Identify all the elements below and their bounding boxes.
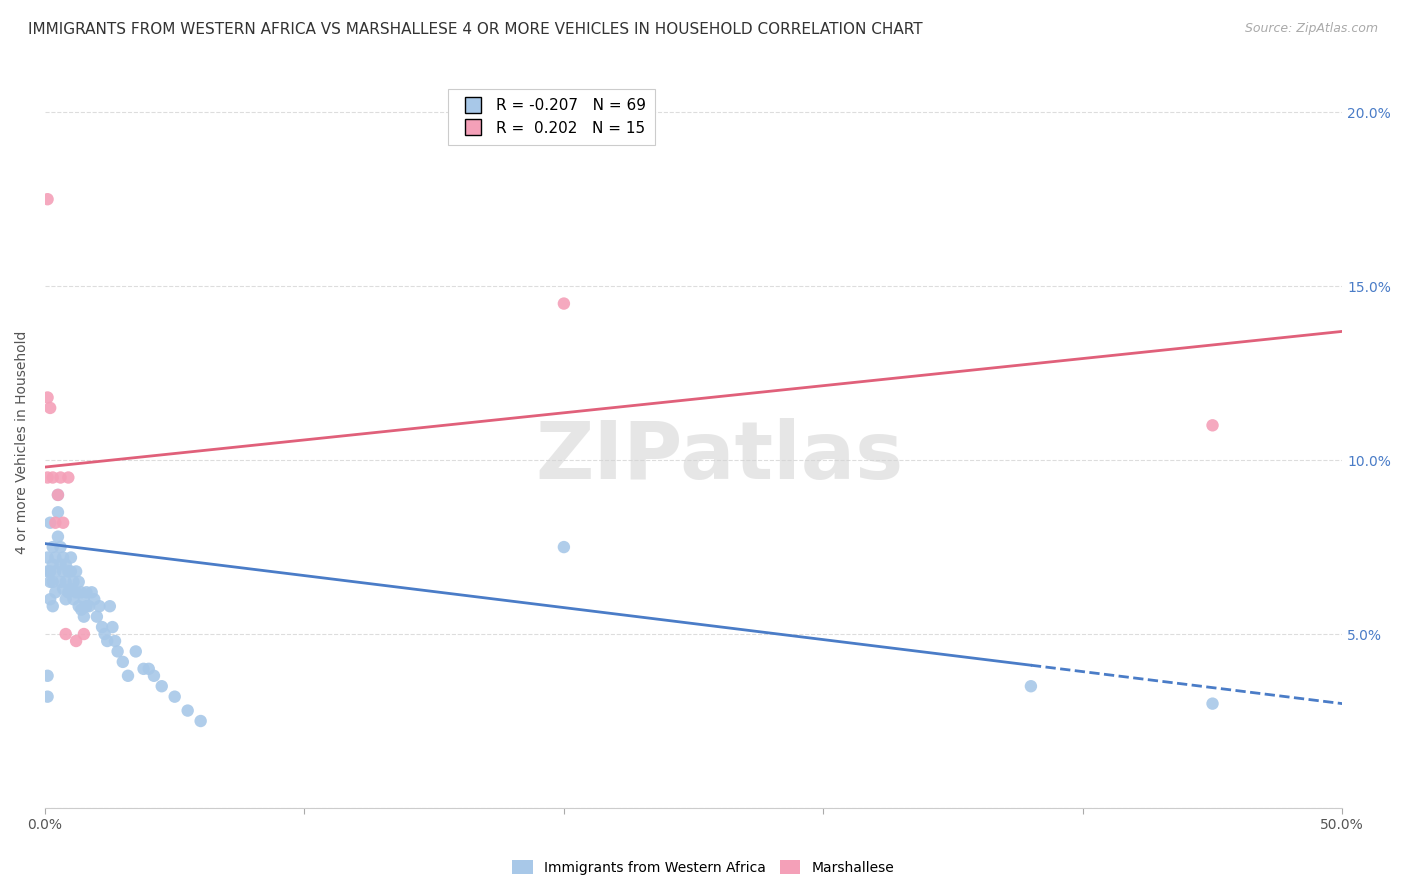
- Point: [37, 669, 59, 683]
- Legend: R = -0.207   N = 69, R =  0.202   N = 15: R = -0.207 N = 69, R = 0.202 N = 15: [449, 88, 655, 145]
- Point: [42, 470, 65, 484]
- Point: [553, 296, 575, 310]
- Point: [37, 690, 59, 704]
- Point: [39, 592, 62, 607]
- Point: [65, 565, 87, 579]
- Point: [55, 574, 77, 589]
- Point: [65, 634, 87, 648]
- Point: [37, 565, 59, 579]
- Point: [70, 603, 93, 617]
- Point: [59, 565, 82, 579]
- Point: [163, 690, 186, 704]
- Point: [83, 592, 105, 607]
- Point: [59, 550, 82, 565]
- Point: [39, 401, 62, 415]
- Point: [44, 565, 66, 579]
- Point: [39, 565, 62, 579]
- Point: [52, 582, 75, 596]
- Point: [107, 644, 129, 658]
- Point: [49, 540, 72, 554]
- Point: [37, 470, 59, 484]
- Point: [37, 550, 59, 565]
- Point: [44, 585, 66, 599]
- Legend: Immigrants from Western Africa, Marshallese: Immigrants from Western Africa, Marshall…: [506, 855, 900, 880]
- Point: [67, 574, 90, 589]
- Point: [37, 391, 59, 405]
- Text: ZIPatlas: ZIPatlas: [536, 418, 904, 496]
- Point: [62, 592, 84, 607]
- Text: Source: ZipAtlas.com: Source: ZipAtlas.com: [1244, 22, 1378, 36]
- Point: [52, 550, 75, 565]
- Point: [150, 679, 173, 693]
- Point: [96, 634, 118, 648]
- Point: [73, 592, 96, 607]
- Point: [49, 470, 72, 484]
- Point: [86, 609, 108, 624]
- Point: [91, 620, 114, 634]
- Point: [101, 620, 124, 634]
- Point: [46, 488, 69, 502]
- Point: [62, 574, 84, 589]
- Point: [1019, 679, 1042, 693]
- Point: [37, 192, 59, 206]
- Point: [46, 505, 69, 519]
- Point: [46, 488, 69, 502]
- Point: [55, 592, 77, 607]
- Point: [58, 585, 80, 599]
- Point: [77, 599, 100, 614]
- Point: [80, 585, 103, 599]
- Point: [89, 599, 111, 614]
- Point: [42, 558, 65, 572]
- Point: [76, 585, 98, 599]
- Point: [1201, 418, 1223, 433]
- Point: [59, 582, 82, 596]
- Point: [52, 516, 75, 530]
- Point: [138, 662, 160, 676]
- Point: [553, 540, 575, 554]
- Point: [39, 516, 62, 530]
- Point: [65, 585, 87, 599]
- Point: [1201, 697, 1223, 711]
- Point: [190, 714, 212, 728]
- Point: [111, 655, 134, 669]
- Point: [39, 574, 62, 589]
- Point: [67, 599, 90, 614]
- Point: [76, 599, 98, 614]
- Point: [44, 516, 66, 530]
- Point: [117, 669, 139, 683]
- Point: [49, 558, 72, 572]
- Point: [49, 574, 72, 589]
- Point: [58, 565, 80, 579]
- Point: [132, 662, 155, 676]
- Point: [73, 627, 96, 641]
- Point: [142, 669, 165, 683]
- Point: [42, 540, 65, 554]
- Point: [46, 530, 69, 544]
- Point: [44, 550, 66, 565]
- Point: [55, 558, 77, 572]
- Y-axis label: 4 or more Vehicles in Household: 4 or more Vehicles in Household: [15, 331, 30, 555]
- Point: [93, 627, 115, 641]
- Point: [176, 704, 198, 718]
- Point: [98, 599, 121, 614]
- Text: IMMIGRANTS FROM WESTERN AFRICA VS MARSHALLESE 4 OR MORE VEHICLES IN HOUSEHOLD CO: IMMIGRANTS FROM WESTERN AFRICA VS MARSHA…: [28, 22, 922, 37]
- Point: [125, 644, 148, 658]
- Point: [42, 599, 65, 614]
- Point: [55, 627, 77, 641]
- Point: [73, 609, 96, 624]
- Point: [104, 634, 127, 648]
- Point: [70, 585, 93, 599]
- Point: [52, 565, 75, 579]
- Point: [42, 574, 65, 589]
- Point: [58, 470, 80, 484]
